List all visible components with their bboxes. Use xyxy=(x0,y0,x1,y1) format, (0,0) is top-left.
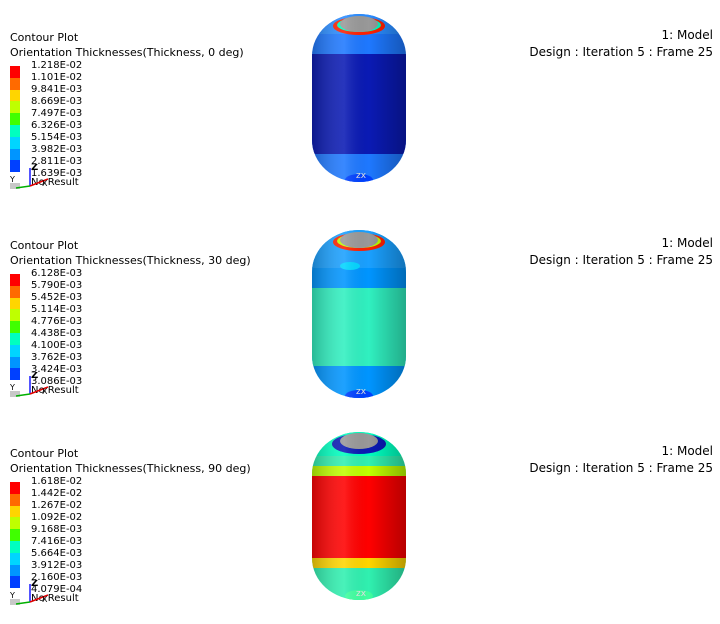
model-iteration-info: Design : Iteration 5 : Frame 25 xyxy=(529,461,713,475)
model-name: 1: Model xyxy=(661,28,713,42)
legend-title: Contour Plot xyxy=(10,31,79,44)
legend-value: 2.160E-03 xyxy=(31,572,83,583)
pressure-vessel-contour[interactable]: zx xyxy=(310,12,408,184)
model-name: 1: Model xyxy=(661,236,713,250)
svg-text:X: X xyxy=(42,595,48,604)
svg-text:Y: Y xyxy=(9,591,15,600)
color-band xyxy=(10,517,20,530)
legend-value: 3.912E-03 xyxy=(31,560,83,571)
color-scale-bar xyxy=(10,66,20,173)
legend-value: 1.101E-02 xyxy=(31,72,83,83)
legend-value: 4.100E-03 xyxy=(31,340,83,351)
legend-value: 5.790E-03 xyxy=(31,280,83,291)
svg-text:X: X xyxy=(42,179,48,188)
legend-value: 1.092E-02 xyxy=(31,512,83,523)
xyz-axis-triad-icon: Z Y X xyxy=(9,580,49,605)
color-band xyxy=(10,89,20,102)
legend-value: 4.079E-04 xyxy=(31,584,83,595)
no-result-swatch xyxy=(10,183,20,189)
legend-title: Contour Plot xyxy=(10,447,79,460)
legend-subtitle: Orientation Thicknesses(Thickness, 90 de… xyxy=(10,462,251,475)
legend-title: Contour Plot xyxy=(10,239,79,252)
color-band xyxy=(10,101,20,114)
svg-text:Y: Y xyxy=(9,383,15,392)
legend-value: 5.664E-03 xyxy=(31,548,83,559)
color-band xyxy=(10,321,20,333)
legend-value: 9.841E-03 xyxy=(31,84,83,95)
legend-value: 1.267E-02 xyxy=(31,500,83,511)
svg-text:Z: Z xyxy=(31,580,38,589)
legend-value: 9.168E-03 xyxy=(31,524,83,535)
color-band xyxy=(10,552,20,565)
color-band xyxy=(10,148,20,161)
legend-value: 6.326E-03 xyxy=(31,120,83,131)
contour-panel-90deg: Contour Plot Orientation Thicknesses(Thi… xyxy=(0,416,720,624)
color-band xyxy=(10,274,20,286)
color-band xyxy=(10,356,20,369)
color-band xyxy=(10,493,20,506)
color-band xyxy=(10,66,20,78)
view-axis-triad-icon: zx xyxy=(356,387,367,397)
legend-subtitle: Orientation Thicknesses(Thickness, 0 deg… xyxy=(10,46,244,59)
color-band xyxy=(10,309,20,322)
legend-value: 1.618E-02 xyxy=(31,476,83,487)
color-scale-bar xyxy=(10,274,20,381)
no-result-swatch xyxy=(10,391,20,397)
model-iteration-info: Design : Iteration 5 : Frame 25 xyxy=(529,45,713,59)
color-band xyxy=(10,482,20,494)
legend-value: 2.811E-03 xyxy=(31,156,83,167)
contour-panel-0deg: Contour Plot Orientation Thicknesses(Thi… xyxy=(0,0,720,208)
legend-subtitle: Orientation Thicknesses(Thickness, 30 de… xyxy=(10,254,251,267)
legend-value: 1.218E-02 xyxy=(31,60,83,71)
color-band xyxy=(10,136,20,149)
svg-text:Z: Z xyxy=(31,164,38,173)
legend-value: 6.128E-03 xyxy=(31,268,83,279)
color-band xyxy=(10,285,20,298)
legend-value: 1.639E-03 xyxy=(31,168,83,179)
view-axis-triad-icon: zx xyxy=(356,171,367,181)
color-band xyxy=(10,344,20,357)
legend-value: 5.154E-03 xyxy=(31,132,83,143)
color-band xyxy=(10,297,20,310)
color-band xyxy=(10,576,20,589)
color-band xyxy=(10,564,20,577)
legend-value: 1.442E-02 xyxy=(31,488,83,499)
color-band xyxy=(10,77,20,90)
legend-value: 3.982E-03 xyxy=(31,144,83,155)
color-band xyxy=(10,368,20,381)
color-band xyxy=(10,113,20,125)
legend-value: 8.669E-03 xyxy=(31,96,83,107)
color-scale-bar xyxy=(10,482,20,589)
model-iteration-info: Design : Iteration 5 : Frame 25 xyxy=(529,253,713,267)
svg-text:X: X xyxy=(42,387,48,396)
no-result-label: No Result xyxy=(31,593,79,604)
legend-value: 5.114E-03 xyxy=(31,304,83,315)
legend-value: 4.776E-03 xyxy=(31,316,83,327)
xyz-axis-triad-icon: Z Y X xyxy=(9,164,49,189)
legend-value: 5.452E-03 xyxy=(31,292,83,303)
contour-panel-30deg: Contour Plot Orientation Thicknesses(Thi… xyxy=(0,208,720,416)
view-axis-triad-icon: zx xyxy=(356,589,367,599)
pressure-vessel-contour[interactable]: zx xyxy=(310,430,408,602)
color-band xyxy=(10,332,20,345)
xyz-axis-triad-icon: Z Y X xyxy=(9,372,49,397)
legend-value: 3.086E-03 xyxy=(31,376,83,387)
color-band xyxy=(10,160,20,173)
svg-text:Z: Z xyxy=(31,372,38,381)
color-band xyxy=(10,124,20,137)
legend-value: 3.762E-03 xyxy=(31,352,83,363)
model-name: 1: Model xyxy=(661,444,713,458)
legend-value: 3.424E-03 xyxy=(31,364,83,375)
color-band xyxy=(10,505,20,518)
color-band xyxy=(10,540,20,553)
svg-text:Y: Y xyxy=(9,175,15,184)
no-result-swatch xyxy=(10,599,20,605)
legend-value: 7.497E-03 xyxy=(31,108,83,119)
color-band xyxy=(10,529,20,541)
no-result-label: No Result xyxy=(31,385,79,396)
legend-value: 7.416E-03 xyxy=(31,536,83,547)
no-result-label: No Result xyxy=(31,177,79,188)
pressure-vessel-contour[interactable]: zx xyxy=(310,228,408,400)
legend-value: 4.438E-03 xyxy=(31,328,83,339)
